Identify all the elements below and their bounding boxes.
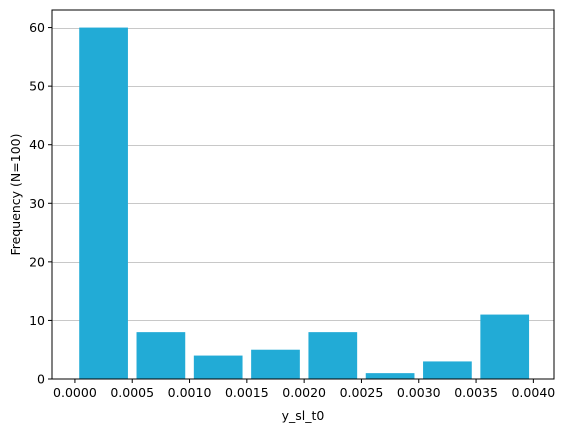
- y-tick-label: 30: [29, 196, 45, 211]
- x-tick-label: 0.0040: [511, 385, 555, 400]
- x-tick-label: 0.0030: [397, 385, 441, 400]
- x-tick-label: 0.0010: [168, 385, 212, 400]
- bar: [365, 373, 415, 379]
- y-tick-label: 40: [29, 137, 45, 152]
- grid-lines: [52, 28, 554, 321]
- x-tick-label: 0.0000: [53, 385, 97, 400]
- x-tick-label: 0.0005: [110, 385, 154, 400]
- x-axis-ticks: 0.0000 0.0005 0.0010 0.0015 0.0020 0.0025 0.00…: [53, 379, 555, 400]
- x-axis-label: y_sl_t0: [282, 408, 325, 423]
- x-tick-label: 0.0025: [340, 385, 384, 400]
- y-tick-label: 0: [37, 372, 45, 387]
- y-tick-label: 50: [29, 79, 45, 94]
- y-axis-ticks: 0 10 20 30 40 50 60: [29, 20, 52, 387]
- bar: [136, 332, 186, 379]
- y-tick-label: 10: [29, 313, 45, 328]
- y-tick-label: 20: [29, 254, 45, 269]
- bar: [423, 361, 472, 379]
- y-axis-label: Frequency (N=100): [8, 134, 23, 256]
- x-tick-label: 0.0015: [225, 385, 269, 400]
- bar: [480, 314, 530, 379]
- x-tick-label: 0.0020: [282, 385, 326, 400]
- plot-frame: [51, 9, 555, 380]
- y-tick-label: 60: [29, 20, 45, 35]
- x-tick-label: 0.0035: [454, 385, 498, 400]
- bar: [308, 332, 358, 379]
- bar: [193, 355, 243, 379]
- bar: [251, 349, 300, 379]
- bar: [79, 27, 128, 379]
- bars: [79, 27, 530, 379]
